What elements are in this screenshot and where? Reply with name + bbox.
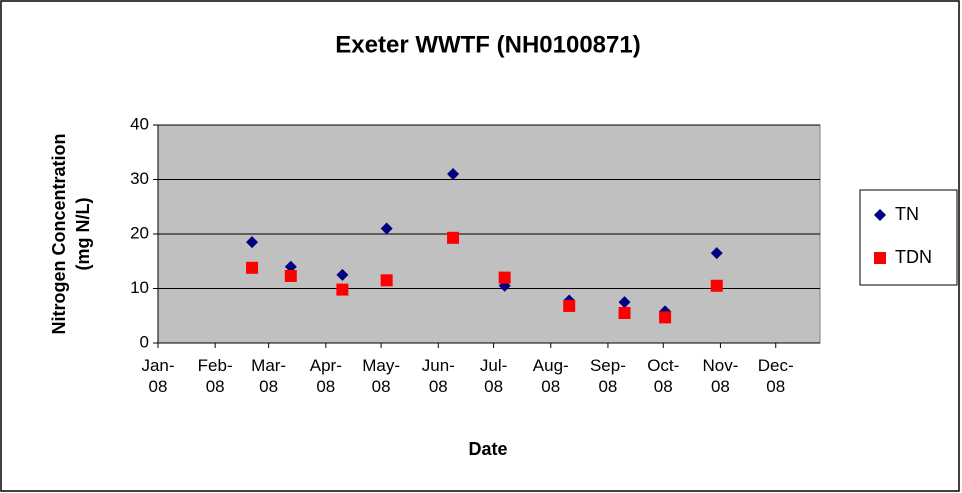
legend-marker — [874, 209, 886, 221]
x-tick-label-box: Apr-08 — [309, 356, 342, 396]
point — [336, 283, 349, 296]
x-tick-label: Dec-08 — [757, 356, 794, 396]
y-tick-label: 30 — [130, 169, 149, 188]
point — [498, 271, 511, 284]
x-tick-label-box: Jul-08 — [479, 356, 508, 396]
point — [563, 299, 576, 312]
point — [447, 231, 460, 244]
point — [710, 279, 723, 292]
x-tick-label-box: Sep-08 — [589, 356, 626, 396]
point — [380, 222, 393, 235]
legend-label: TN — [895, 204, 919, 224]
x-tick-label-box: Feb-08 — [197, 356, 233, 396]
y-axis-label: (mg N/L) — [73, 198, 93, 271]
point — [710, 247, 723, 260]
x-tick-label: Oct-08 — [647, 356, 680, 396]
point — [284, 269, 297, 282]
x-tick-label-box: Jan-08 — [141, 356, 175, 396]
point — [447, 168, 460, 181]
x-tick-label: Feb-08 — [197, 356, 233, 396]
y-tick-label: 0 — [140, 332, 149, 351]
x-tick-label-box: May-08 — [362, 356, 401, 396]
point — [380, 274, 393, 287]
point — [246, 261, 259, 274]
chart-title: Exeter WWTF (NH0100871) — [335, 31, 640, 58]
x-tick-label-box: Dec-08 — [757, 356, 794, 396]
y-axis-label: Nitrogen Concentration — [49, 134, 69, 335]
x-tick-label: May-08 — [362, 356, 401, 396]
point — [618, 296, 631, 309]
point — [246, 236, 259, 249]
point — [659, 311, 672, 324]
x-tick-label: Apr-08 — [309, 356, 342, 396]
y-tick-label: 20 — [130, 223, 149, 242]
legend-marker — [874, 252, 886, 264]
x-tick-label-box: Jun-08 — [421, 356, 455, 396]
legend-label: TDN — [895, 247, 932, 267]
x-tick-label-box: Mar-08 — [251, 356, 287, 396]
point — [284, 260, 297, 273]
x-tick-label: Sep-08 — [589, 356, 626, 396]
legend-box — [859, 189, 958, 286]
x-tick-label-box: Aug-08 — [532, 356, 569, 396]
x-tick-label: Jun-08 — [421, 356, 455, 396]
x-tick-label-box: Nov-08 — [702, 356, 739, 396]
y-tick-label: 40 — [130, 114, 149, 133]
x-tick-label: Mar-08 — [251, 356, 287, 396]
x-tick-label: Jan-08 — [141, 356, 175, 396]
x-tick-label: Jul-08 — [479, 356, 508, 396]
y-tick-label: 10 — [130, 278, 149, 297]
x-tick-label: Aug-08 — [532, 356, 569, 396]
x-tick-label: Nov-08 — [702, 356, 739, 396]
point — [618, 307, 631, 320]
x-tick-label-box: Oct-08 — [647, 356, 680, 396]
x-axis-label: Date — [468, 439, 507, 459]
point — [336, 268, 349, 281]
